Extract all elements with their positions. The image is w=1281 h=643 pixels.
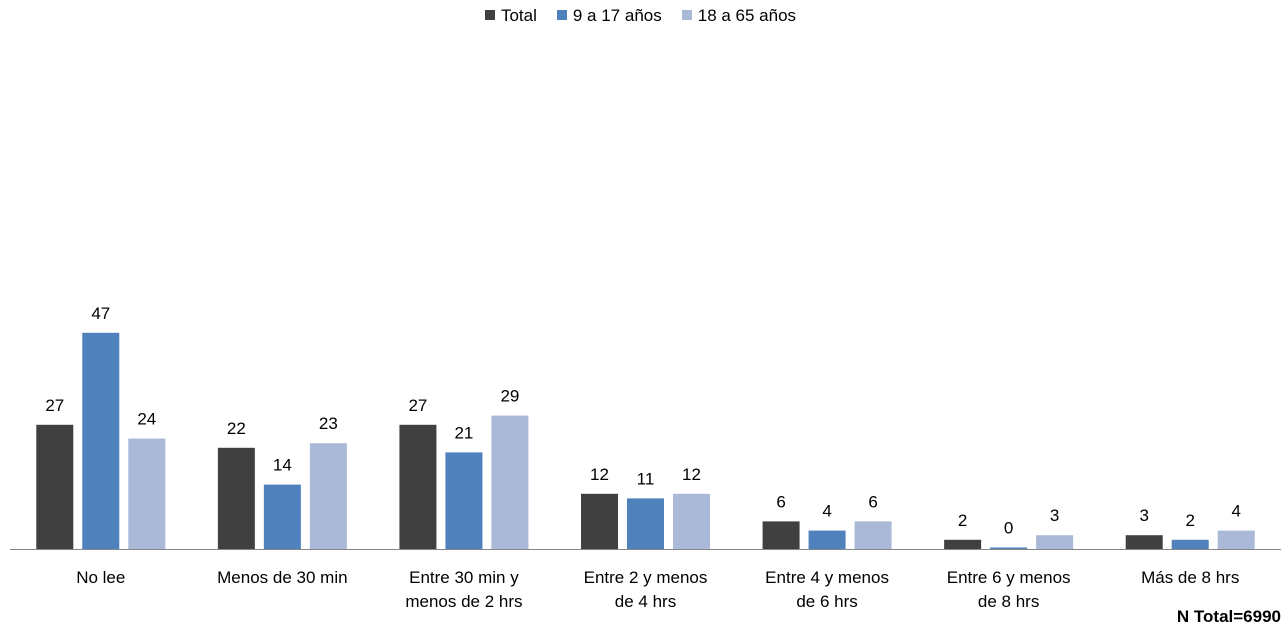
bar-0-1	[82, 332, 120, 549]
data-label: 24	[137, 410, 156, 429]
bar-5-2	[1036, 535, 1074, 549]
bar-4-1	[808, 530, 846, 549]
data-label: 12	[682, 465, 701, 484]
category-label: No lee	[76, 568, 125, 587]
legend-label: Total	[500, 6, 537, 25]
data-label: 6	[868, 492, 877, 511]
legend-swatch	[556, 10, 567, 20]
legend-item-2: 18 a 65 años	[681, 6, 797, 26]
data-label: 3	[1050, 506, 1059, 525]
legend-label: 9 a 17 años	[572, 6, 662, 25]
bar-5-1	[990, 547, 1028, 549]
bar-0-0	[36, 424, 74, 549]
data-label: 4	[822, 502, 831, 521]
bar-4-2	[854, 521, 892, 549]
bar-3-1	[627, 498, 664, 549]
bar-1-0	[217, 447, 255, 549]
bar-6-2	[1217, 530, 1255, 549]
bar-1-1	[263, 484, 301, 549]
legend-item-0: Total	[484, 6, 537, 26]
data-label: 27	[45, 396, 64, 415]
bar-2-0	[399, 424, 437, 549]
bar-0-2	[128, 438, 166, 549]
bar-6-1	[1171, 539, 1209, 549]
data-label: 23	[319, 414, 338, 433]
legend-label: 18 a 65 años	[697, 6, 797, 25]
data-label: 22	[227, 419, 246, 438]
data-label: 3	[1139, 506, 1148, 525]
data-label: 29	[500, 387, 519, 406]
bar-2-1	[445, 452, 483, 549]
bar-3-0	[581, 493, 618, 549]
chart-legend: Total 9 a 17 años 18 a 65 años	[0, 6, 1281, 26]
category-label: de 8 hrs	[978, 592, 1039, 611]
category-label: Entre 30 min y	[409, 568, 519, 587]
data-label: 6	[776, 492, 785, 511]
data-label: 11	[637, 469, 655, 488]
category-label: menos de 2 hrs	[405, 592, 522, 611]
data-label: 27	[408, 396, 427, 415]
data-label: 12	[590, 465, 609, 484]
category-label: Entre 6 y menos	[947, 568, 1071, 587]
data-label: 14	[273, 456, 292, 475]
bar-4-0	[762, 521, 800, 549]
data-label: 2	[958, 511, 967, 530]
legend-swatch	[681, 10, 692, 20]
data-label: 0	[1004, 519, 1013, 538]
category-label: Más de 8 hrs	[1141, 568, 1239, 587]
sample-size-note: N Total=6990	[1176, 607, 1281, 626]
bar-3-2	[673, 493, 710, 549]
legend-item-1: 9 a 17 años	[556, 6, 662, 26]
category-label: Entre 4 y menos	[765, 568, 889, 587]
legend-swatch	[484, 10, 495, 20]
data-label: 47	[91, 304, 110, 323]
category-label: Menos de 30 min	[217, 568, 347, 587]
bar-2-2	[491, 415, 529, 549]
data-label: 2	[1185, 511, 1194, 530]
bar-5-0	[944, 539, 982, 549]
bar-6-0	[1125, 535, 1163, 549]
bar-1-2	[309, 443, 347, 549]
category-label: de 6 hrs	[796, 592, 857, 611]
category-label: Entre 2 y menos	[584, 568, 708, 587]
data-label: 4	[1231, 502, 1240, 521]
category-label: de 4 hrs	[615, 592, 676, 611]
data-label: 21	[454, 423, 473, 442]
